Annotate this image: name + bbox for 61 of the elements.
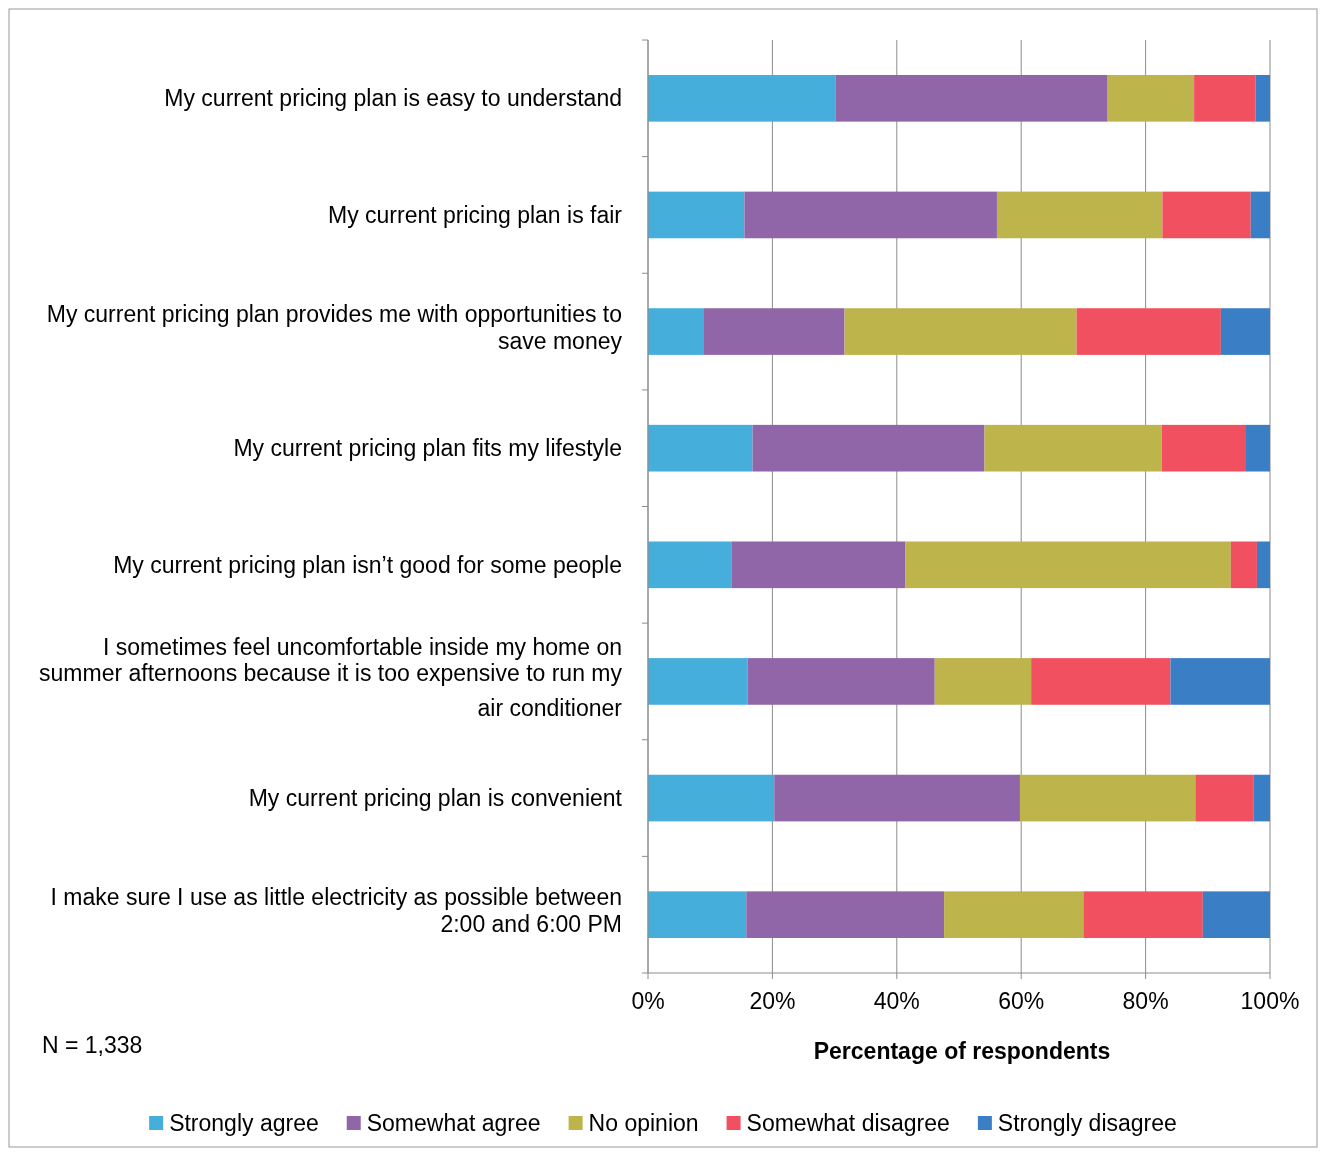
bar [1253,774,1270,822]
bar [984,424,1162,472]
bar [774,774,1020,822]
bar [944,891,1084,939]
bar [1202,891,1270,939]
bar [1195,774,1254,822]
bar [703,308,845,355]
bar [648,541,732,589]
y-tick-label: My current pricing plan is convenient [248,785,623,812]
bar [648,191,745,239]
bar [744,191,997,239]
bar [1194,74,1256,122]
x-tick-label: 40% [873,988,920,1014]
bar [648,658,748,705]
bar [648,774,775,822]
bar [731,541,906,589]
bar [905,541,1231,589]
bar [648,74,836,122]
bar [1230,541,1257,589]
legend-label: Somewhat agree [366,1110,541,1137]
x-tick-label: 0% [631,988,665,1014]
y-tick-label: My current pricing plan is easy to understand [164,85,622,112]
y-tick-label: I sometimes feel uncomfortable inside my home on summer afternoons because it is too expensive to run my air conditioner [39,633,623,721]
bar [752,424,985,472]
bar [1162,191,1251,239]
bar [1161,424,1246,472]
bar [648,891,747,939]
y-tick-label: My current pricing plan fits my lifestyle [233,435,622,462]
y-tick-label: My current pricing plan is fair [328,201,623,228]
bar [1107,74,1195,122]
bar [996,191,1163,239]
x-tick-label: 80% [1122,988,1169,1014]
legend-label: No opinion [588,1110,699,1137]
bar [934,658,1032,705]
bar [1255,74,1270,122]
bar [1170,658,1270,705]
x-tick-label: 60% [998,988,1045,1014]
bar [1076,308,1221,355]
bar [844,308,1077,355]
bar [746,891,945,939]
bar [1031,658,1171,705]
bar [1250,191,1270,239]
x-tick-label: 20% [749,988,796,1014]
legend-label: Strongly agree [169,1110,319,1137]
legend-label: Strongly disagree [997,1110,1177,1137]
bar [648,424,753,472]
bar [1245,424,1270,472]
bar [747,658,935,705]
legend-label: Somewhat disagree [746,1110,950,1137]
x-tick-label: 100% [1240,988,1300,1014]
y-tick-label: My current pricing plan provides me with opportunities to save money [46,301,623,354]
bar [835,74,1108,122]
bar [1019,774,1196,822]
bar [1083,891,1203,939]
bar [648,308,704,355]
y-tick-label: I make sure I use as little electricity as possible between 2:00 and 6:00 PM [50,884,622,937]
bar [1256,541,1270,589]
text: N = 1,338 [42,1032,143,1058]
x-axis-title: Percentage of respondents [813,1038,1111,1064]
bar [1220,308,1270,355]
y-tick-label: My current pricing plan isn’t good for some people [113,551,622,578]
